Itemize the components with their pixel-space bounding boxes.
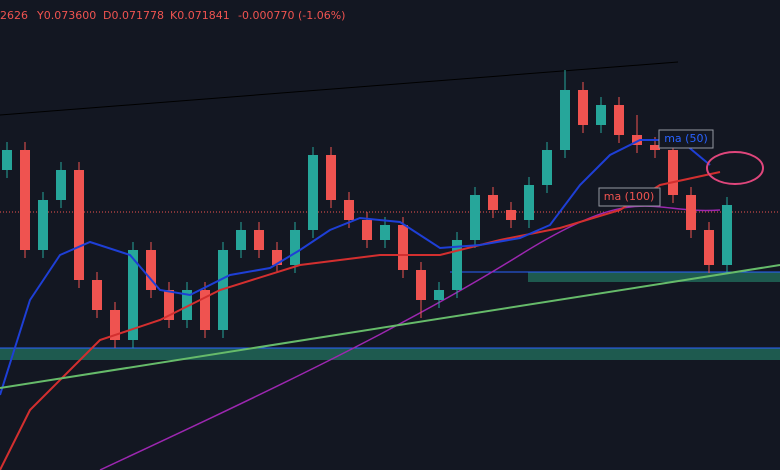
highlight-ellipse	[706, 151, 764, 185]
candle-body	[398, 225, 408, 270]
support-zone	[0, 348, 780, 360]
candle-body	[308, 155, 318, 230]
ma-label: ma (50)	[664, 132, 708, 145]
candle-body	[596, 105, 606, 125]
candle-body	[560, 90, 570, 150]
ma-50	[0, 139, 711, 396]
candle-body	[632, 135, 642, 145]
trendline	[0, 264, 780, 389]
candle-body	[686, 195, 696, 230]
candle-body	[20, 150, 30, 250]
candle-body	[524, 185, 534, 220]
candle-body	[74, 170, 84, 280]
candle-body	[290, 230, 300, 265]
candle-body	[56, 170, 66, 200]
candle-body	[182, 290, 192, 320]
header-value: -0.000770 (-1.06%)	[238, 9, 345, 22]
candle-body	[128, 250, 138, 340]
candle-body	[470, 195, 480, 240]
header-value: Y0.073600	[36, 9, 96, 22]
ma-100	[0, 171, 721, 470]
header-value: 2626	[0, 9, 28, 22]
candle-body	[236, 230, 246, 250]
candle-body	[542, 150, 552, 185]
candle-body	[380, 225, 390, 240]
ma-200	[99, 205, 721, 470]
candle-body	[722, 205, 732, 265]
candle-body	[146, 250, 156, 290]
header-value: D0.071778	[103, 9, 164, 22]
candle-body	[668, 150, 678, 195]
candle-body	[110, 310, 120, 340]
header-value: K0.071841	[170, 9, 230, 22]
candle-body	[2, 150, 12, 170]
candle-body	[416, 270, 426, 300]
candle-body	[326, 155, 336, 200]
candle-body	[704, 230, 714, 265]
candle-body	[254, 230, 264, 250]
candle-body	[506, 210, 516, 220]
candle-body	[452, 240, 462, 290]
support-zone	[528, 272, 780, 282]
candle-body	[344, 200, 354, 220]
label-box	[598, 187, 661, 207]
label-box	[658, 129, 714, 149]
ma-label: ma (100)	[604, 190, 655, 203]
candle-body	[272, 250, 282, 265]
candle-body	[362, 220, 372, 240]
candle-body	[650, 145, 660, 150]
candle-body	[434, 290, 444, 300]
candle-body	[488, 195, 498, 210]
candle-body	[200, 290, 210, 330]
candle-body	[614, 105, 624, 135]
candle-body	[92, 280, 102, 310]
candle-body	[38, 200, 48, 250]
candle-body	[578, 90, 588, 125]
candle-body	[164, 290, 174, 320]
